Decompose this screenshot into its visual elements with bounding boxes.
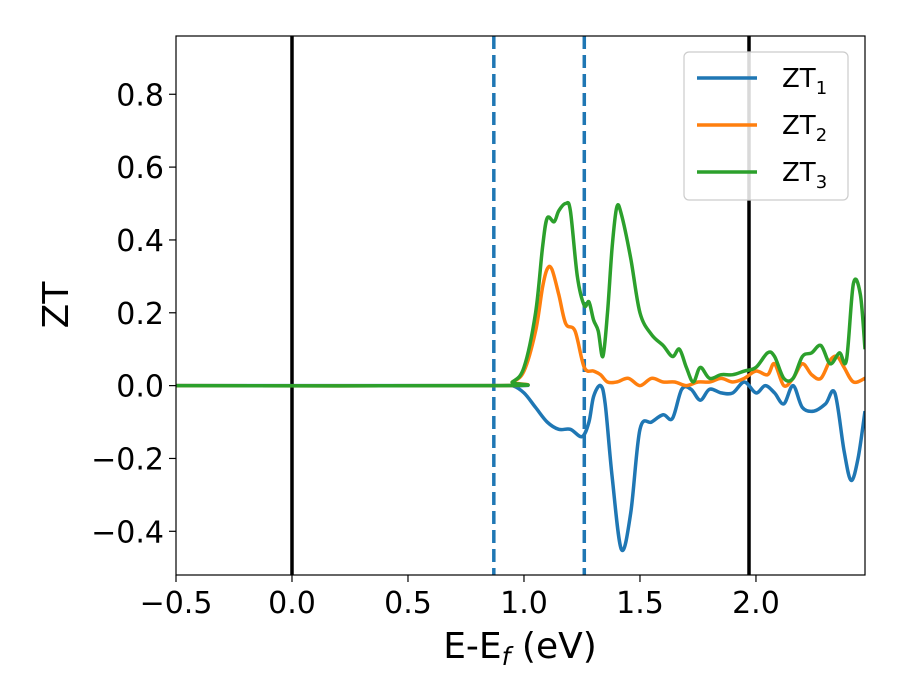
series-line-zt3: [176, 200, 865, 388]
legend-box: [683, 51, 849, 201]
legend-label-zt1: ZT1: [782, 64, 827, 99]
y-tick-label: 0.4: [116, 224, 164, 259]
x-tick-label: −0.5: [140, 586, 213, 621]
plot-frame: [175, 35, 866, 576]
y-axis-ticks: −0.4 −0.2 0.0 0.2 0.4 0.6 0.8: [91, 78, 176, 550]
legend-label-zt2: ZT2: [782, 111, 827, 146]
x-axis-title-unit: (eV): [510, 626, 596, 667]
x-tick-label: 1.5: [616, 586, 664, 621]
y-tick-label: 0.8: [116, 78, 164, 113]
y-tick-label: 0.0: [116, 370, 164, 405]
y-tick-label: −0.2: [91, 442, 164, 477]
legend: ZT1 ZT2 ZT3: [683, 51, 849, 201]
x-tick-label: 0.5: [384, 586, 432, 621]
x-tick-label: 2.0: [732, 586, 780, 621]
legend-label-zt3: ZT3: [782, 158, 827, 193]
x-tick-label: 0.0: [268, 586, 316, 621]
series-line-zt1: [176, 380, 865, 553]
y-axis-title: ZT: [36, 281, 77, 329]
series-lines: [176, 200, 865, 553]
x-axis-title: E-Ef (eV): [443, 626, 597, 671]
y-tick-label: −0.4: [91, 515, 164, 550]
series-line-zt2: [176, 264, 865, 388]
x-axis-ticks: −0.5 0.0 0.5 1.0 1.5 2.0: [140, 575, 780, 621]
y-tick-label: 0.6: [116, 151, 164, 186]
y-tick-label: 0.2: [116, 297, 164, 332]
x-tick-label: 1.0: [500, 586, 548, 621]
x-axis-title-main: E-E: [443, 626, 501, 667]
